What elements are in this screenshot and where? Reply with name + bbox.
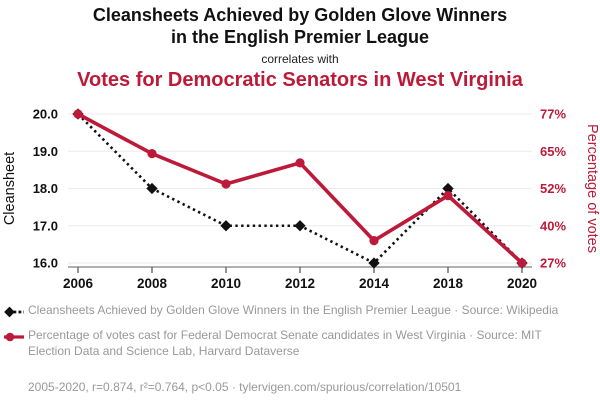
data-point-circle	[443, 191, 453, 201]
legend-label-cleansheets: Cleansheets Achieved by Golden Glove Win…	[28, 303, 559, 317]
left-tick-label: 16.0	[33, 256, 58, 271]
left-tick-label: 17.0	[33, 218, 58, 233]
chart-subtitle: Votes for Democratic Senators in West Vi…	[77, 69, 523, 91]
right-tick-label: 77%	[540, 107, 566, 122]
legend-label-votes: Percentage of votes cast for Federal Dem…	[28, 327, 542, 358]
x-tick-label: 2008	[137, 276, 168, 291]
chart-svg: 2006 2008 2010 2012 2014 2018 2020 20.0 19.0 18.0…	[2, 107, 600, 292]
data-point-circle	[369, 236, 379, 246]
x-tick-label: 2020	[507, 276, 537, 291]
data-point-circle	[147, 149, 157, 159]
x-tick-label: 2012	[285, 276, 315, 291]
legend: Cleansheets Achieved by Golden Glove Win…	[4, 303, 584, 368]
chart-title: Cleansheets Achieved by Golden Glove Win…	[92, 5, 508, 47]
correlates-with-text: correlates with	[261, 52, 339, 66]
right-tick-label: 27%	[540, 256, 566, 271]
left-axis-title: Cleansheet	[2, 152, 18, 225]
data-point-circle	[73, 109, 83, 119]
legend-item-votes: Percentage of votes cast for Federal Dem…	[4, 328, 584, 360]
data-point-diamond	[220, 220, 232, 232]
x-tick-label: 2018	[433, 276, 464, 291]
data-point-circle	[517, 258, 527, 268]
data-point-diamond	[294, 220, 306, 232]
right-tick-label: 40%	[540, 218, 566, 233]
dotted-line-diamond-marker-icon	[4, 306, 24, 318]
right-tick-label: 52%	[540, 181, 566, 196]
solid-line-circle-marker-icon	[4, 332, 24, 342]
right-axis-title: Percentage of votes	[584, 124, 600, 253]
footer-stats-and-source: 2005-2020, r=0.874, r²=0.764, p<0.05 · t…	[28, 380, 462, 394]
x-tick-label: 2010	[211, 276, 241, 291]
legend-item-cleansheets: Cleansheets Achieved by Golden Glove Win…	[4, 303, 584, 319]
data-point-circle	[221, 179, 231, 189]
left-tick-label: 20.0	[33, 107, 58, 122]
data-point-circle	[295, 158, 305, 168]
left-tick-label: 19.0	[33, 144, 58, 159]
right-tick-label: 65%	[540, 144, 566, 159]
data-point-diamond	[368, 257, 380, 269]
x-tick-label: 2014	[359, 276, 390, 291]
left-tick-label: 18.0	[33, 181, 58, 196]
x-tick-label: 2006	[63, 276, 94, 291]
